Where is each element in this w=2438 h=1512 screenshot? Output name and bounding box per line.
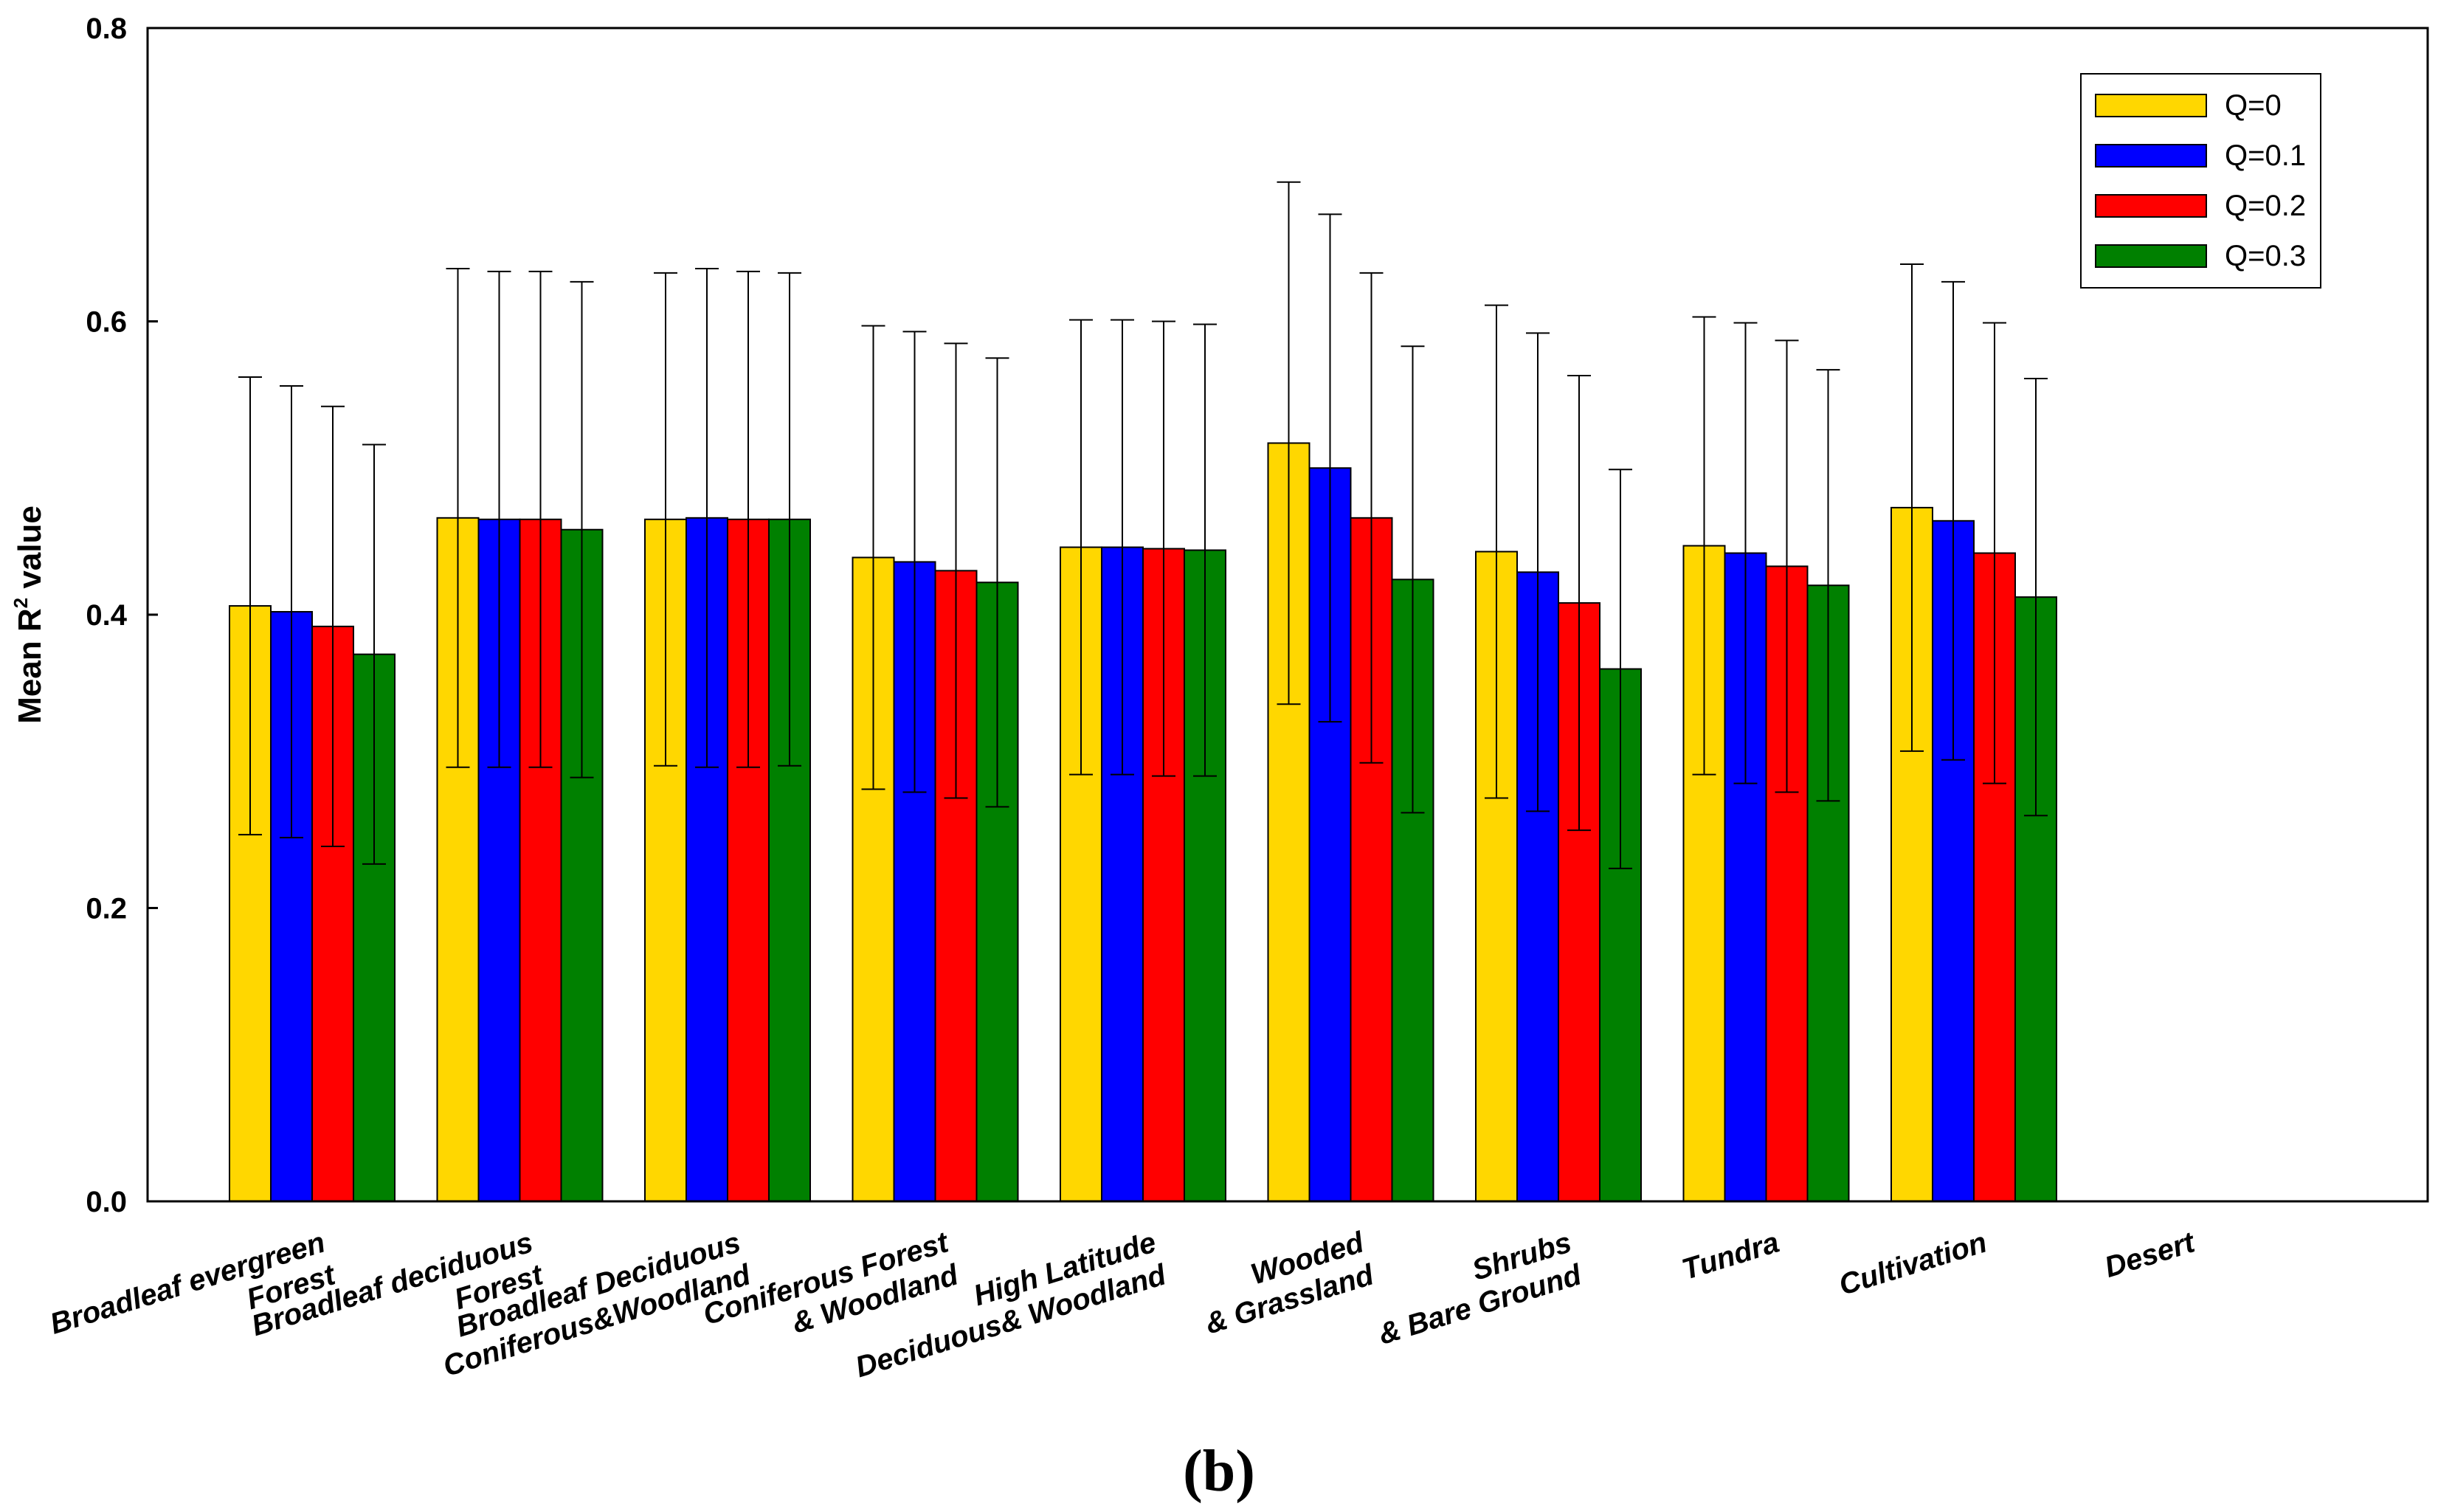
panel-label-letter: b (1203, 1439, 1236, 1504)
x-category-label: Wooded& Grassland (1201, 1226, 1378, 1340)
legend-swatch (2095, 94, 2207, 117)
y-tick-label: 0.6 (86, 306, 127, 339)
y-tick-label: 0.0 (86, 1186, 127, 1218)
y-axis-title-main: Mean R (12, 608, 48, 723)
y-axis: 0.0 0.2 0.4 0.6 0.8 (86, 13, 158, 1218)
panel-label-open: ( (1183, 1439, 1203, 1504)
y-axis-title-suffix: value (12, 505, 48, 598)
x-category-label-line: Desert (2101, 1226, 2200, 1284)
y-tick-label: 0.4 (86, 599, 127, 632)
legend-swatch (2095, 244, 2207, 268)
panel-label-close: ) (1235, 1439, 1255, 1504)
x-category-label-line: Cultivation (1835, 1226, 1991, 1302)
error-bars-layer (238, 181, 2048, 869)
x-category-label-line: Tundra (1678, 1226, 1783, 1286)
y-axis-title: Mean R2 value (10, 505, 48, 724)
y-axis-title-superscript: 2 (10, 598, 32, 608)
legend-entry-label: Q=0.2 (2225, 190, 2306, 222)
bar-q0 (1060, 546, 1102, 1202)
x-category-label: Shrubs& Bare Ground (1375, 1226, 1586, 1351)
legend-entry-label: Q=0 (2225, 89, 2282, 122)
legend-entry-label: Q=0.1 (2225, 139, 2306, 172)
legend-swatch (2095, 144, 2207, 168)
legend: Q=0 Q=0.1 Q=0.2 Q=0.3 (2080, 73, 2321, 289)
bar-q03 (353, 653, 396, 1202)
y-tick-label: 0.2 (86, 893, 127, 925)
panel-label: (b) (1183, 1439, 1255, 1504)
x-category-label: Cultivation (1835, 1226, 1991, 1302)
legend-swatch (2095, 194, 2207, 218)
legend-entry-label: Q=0.3 (2225, 240, 2306, 272)
y-tick-label: 0.8 (86, 13, 127, 45)
bars-layer (229, 442, 2057, 1202)
x-category-label: Desert (2101, 1226, 2200, 1284)
x-category-label: Tundra (1678, 1226, 1783, 1286)
